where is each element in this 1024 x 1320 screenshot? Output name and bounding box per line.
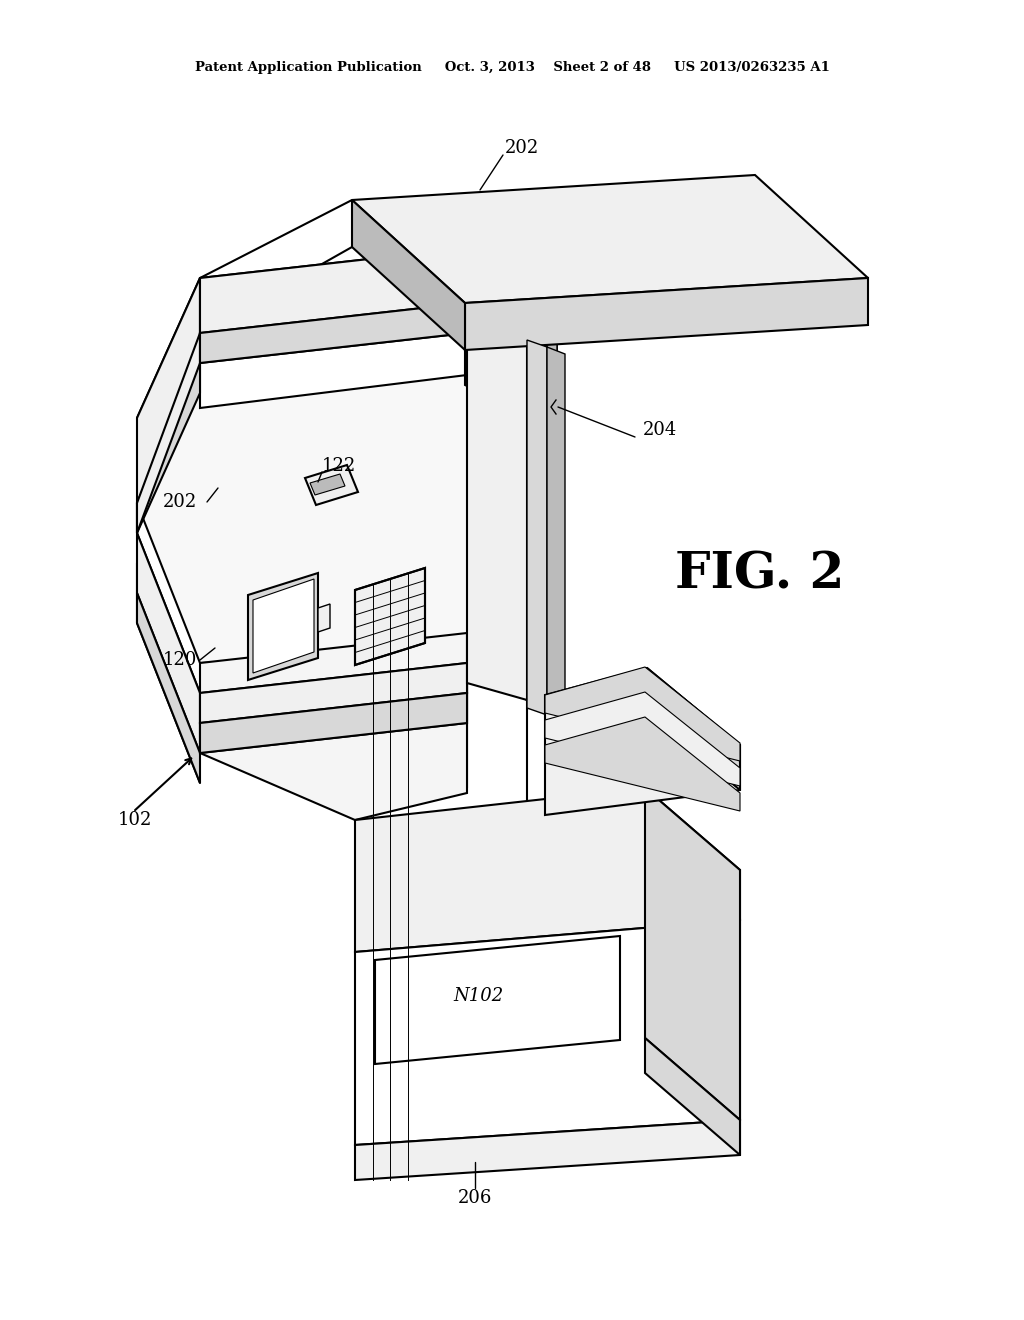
Polygon shape [465, 345, 540, 420]
Polygon shape [547, 347, 565, 722]
Polygon shape [545, 668, 740, 814]
Polygon shape [352, 201, 465, 350]
Text: 122: 122 [322, 457, 356, 475]
Polygon shape [465, 279, 868, 350]
Polygon shape [137, 363, 200, 533]
Text: Patent Application Publication     Oct. 3, 2013    Sheet 2 of 48     US 2013/026: Patent Application Publication Oct. 3, 2… [195, 61, 829, 74]
Polygon shape [137, 533, 200, 752]
Polygon shape [355, 1119, 740, 1180]
Polygon shape [305, 465, 358, 506]
Polygon shape [200, 693, 467, 752]
Polygon shape [200, 304, 467, 363]
Polygon shape [137, 593, 200, 783]
Polygon shape [647, 668, 740, 789]
Polygon shape [375, 936, 620, 1064]
Polygon shape [200, 663, 467, 723]
Text: FIG. 2: FIG. 2 [675, 550, 845, 599]
Polygon shape [352, 176, 868, 304]
Polygon shape [545, 667, 740, 762]
Text: 202: 202 [505, 139, 540, 157]
Polygon shape [527, 319, 547, 708]
Polygon shape [545, 717, 740, 810]
Polygon shape [547, 327, 557, 710]
Polygon shape [248, 573, 318, 680]
Polygon shape [200, 304, 540, 408]
Polygon shape [200, 248, 467, 333]
Polygon shape [545, 692, 740, 785]
Polygon shape [355, 788, 740, 952]
Polygon shape [200, 634, 467, 820]
Polygon shape [137, 304, 540, 680]
Text: 204: 204 [643, 421, 677, 440]
Text: 120: 120 [163, 651, 198, 669]
Polygon shape [200, 304, 467, 363]
Polygon shape [310, 474, 345, 495]
Text: 102: 102 [118, 810, 153, 829]
Polygon shape [467, 304, 527, 700]
Text: 206: 206 [458, 1189, 493, 1206]
Polygon shape [137, 279, 200, 503]
Polygon shape [465, 304, 540, 380]
Polygon shape [645, 1038, 740, 1155]
Polygon shape [645, 788, 740, 1119]
Polygon shape [137, 333, 200, 533]
Text: 202: 202 [163, 492, 198, 511]
Text: N102: N102 [453, 987, 503, 1005]
Polygon shape [200, 248, 467, 333]
Polygon shape [355, 568, 425, 665]
Polygon shape [253, 579, 314, 673]
Polygon shape [527, 341, 547, 715]
Polygon shape [355, 920, 740, 1144]
Polygon shape [318, 605, 330, 632]
Polygon shape [200, 693, 467, 752]
Polygon shape [200, 663, 467, 723]
